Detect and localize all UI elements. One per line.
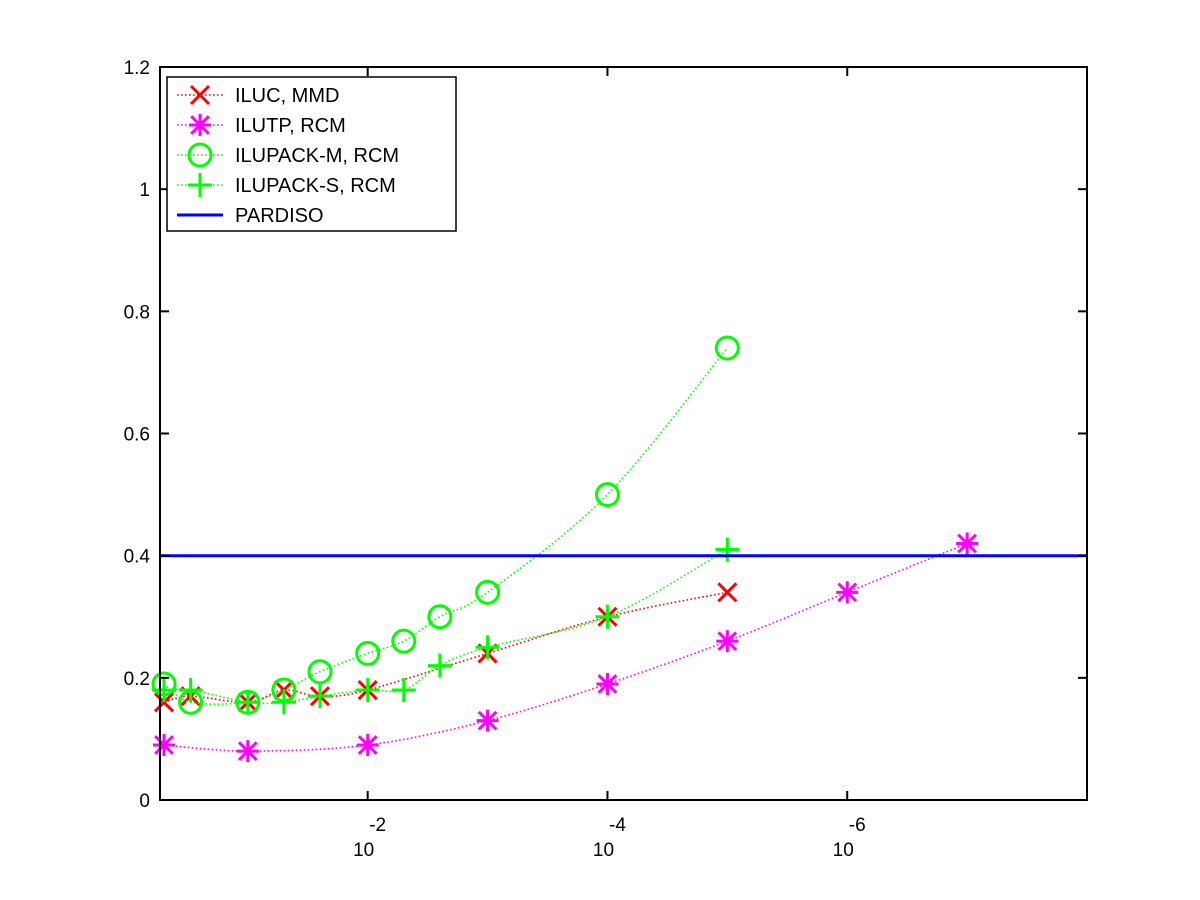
point-ilutp-rcm-7 <box>956 532 979 555</box>
point-ilupack-m-rcm-8 <box>475 579 501 605</box>
legend-label: ILUPACK-S, RCM <box>235 175 396 197</box>
legend-item-iluc-mmd: ILUC, MMD <box>177 84 339 107</box>
legend-item-ilupack-s-rcm: ILUPACK-S, RCM <box>177 173 396 197</box>
y-tick-label: 0.4 <box>124 547 151 568</box>
x-tick-label: 10-2 <box>353 815 386 861</box>
legend-marker <box>188 173 212 197</box>
x-tick-exponent: -4 <box>609 815 626 836</box>
y-tick-label: 1 <box>139 180 150 201</box>
point-ilupack-m-rcm-9 <box>594 482 620 508</box>
point-ilupack-m-rcm-4 <box>307 659 333 685</box>
y-tick-label: 0.6 <box>124 425 150 446</box>
y-tick-label: 1.2 <box>124 58 150 79</box>
point-ilutp-rcm-5 <box>716 630 739 653</box>
legend-label: ILUPACK-M, RCM <box>235 145 399 167</box>
point-ilutp-rcm-2 <box>356 734 379 757</box>
series-line-iluc-mmd <box>163 591 728 704</box>
legend-marker <box>187 142 213 168</box>
y-tick-label: 0.2 <box>124 669 150 690</box>
x-tick-label: 10-4 <box>593 815 626 861</box>
series-ilupack-s-rcm <box>152 537 740 715</box>
y-tick-label: 0 <box>139 791 150 812</box>
legend-label: ILUC, MMD <box>235 85 339 107</box>
legend-marker <box>189 114 211 136</box>
legend-label: ILUTP, RCM <box>235 115 346 137</box>
x-tick-exponent: -2 <box>369 815 386 836</box>
point-ilupack-s-rcm-3 <box>271 690 296 715</box>
legend-item-pardiso: PARDISO <box>177 205 324 227</box>
point-ilupack-s-rcm-2 <box>235 690 260 715</box>
point-ilutp-rcm-1 <box>236 740 259 763</box>
y-tick-label: 0.8 <box>124 302 150 323</box>
point-ilupack-s-rcm-10 <box>715 537 740 562</box>
x-tick-base: 10 <box>593 840 614 861</box>
point-ilupack-m-rcm-5 <box>355 640 381 666</box>
series-line-ilupack-s-rcm <box>163 548 728 705</box>
point-ilutp-rcm-4 <box>596 672 619 695</box>
point-ilutp-rcm-3 <box>476 709 499 732</box>
point-ilupack-s-rcm-4 <box>307 684 332 709</box>
x-tick-base: 10 <box>353 840 374 861</box>
point-ilupack-s-rcm-8 <box>475 635 500 660</box>
x-tick-exponent: -6 <box>849 815 866 836</box>
legend-item-ilupack-m-rcm: ILUPACK-M, RCM <box>177 142 399 168</box>
point-ilupack-s-rcm-7 <box>427 653 452 678</box>
legend-label: PARDISO <box>235 205 324 227</box>
point-ilupack-m-rcm-6 <box>391 628 417 654</box>
legend-marker <box>189 84 211 106</box>
point-ilutp-rcm-0 <box>153 734 176 757</box>
legend-item-ilutp-rcm: ILUTP, RCM <box>177 114 346 137</box>
point-iluc-mmd-8 <box>717 582 738 603</box>
x-tick-label: 10-6 <box>833 815 866 861</box>
point-ilupack-m-rcm-7 <box>427 604 453 630</box>
series-line-ilutp-rcm <box>163 542 968 752</box>
point-ilupack-m-rcm-10 <box>714 335 740 361</box>
x-tick-base: 10 <box>833 840 854 861</box>
point-ilupack-s-rcm-9 <box>595 604 620 629</box>
legend: ILUC, MMD ILUTP, RCM ILUPACK-M, RCM ILUPACK… <box>166 76 457 232</box>
point-ilupack-s-rcm-0 <box>152 678 177 703</box>
plot-layer <box>151 335 1087 763</box>
legend-box <box>166 76 457 232</box>
point-ilupack-s-rcm-5 <box>355 678 380 703</box>
point-ilupack-s-rcm-6 <box>391 678 416 703</box>
point-ilutp-rcm-6 <box>836 581 859 604</box>
axes-layer: 00.20.40.60.811.210-210-410-6 <box>124 58 1088 861</box>
point-ilupack-s-rcm-1 <box>178 678 203 703</box>
point-iluc-mmd-0 <box>153 692 175 713</box>
series-ilutp-rcm <box>153 532 979 763</box>
